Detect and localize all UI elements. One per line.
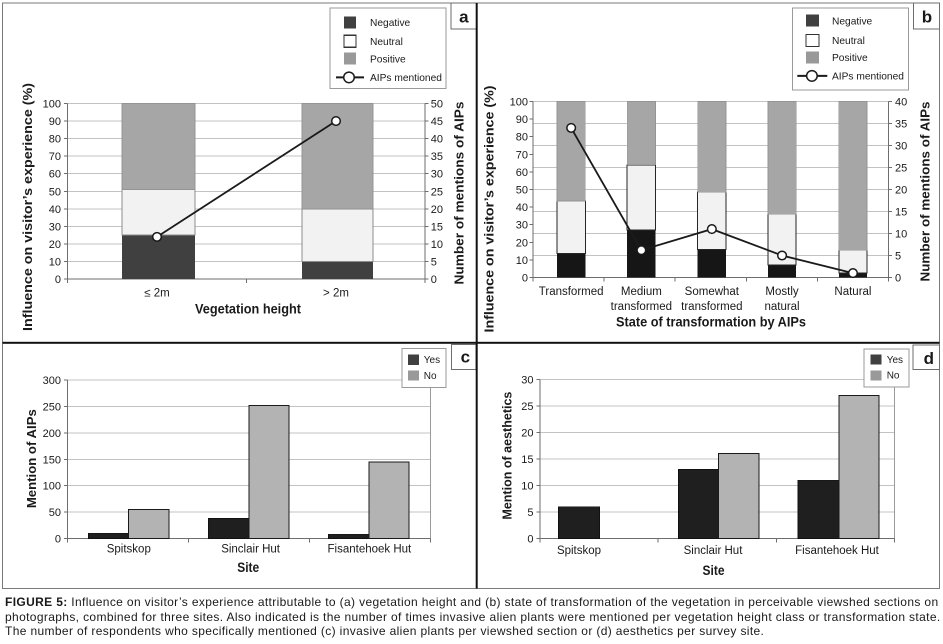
svg-text:50: 50 — [49, 186, 61, 198]
svg-text:Site: Site — [237, 560, 259, 575]
svg-text:0: 0 — [55, 274, 61, 286]
svg-text:No: No — [887, 371, 900, 382]
svg-text:Mention of aesthetics: Mention of aesthetics — [500, 392, 515, 520]
svg-text:Number of mentions of AIPs: Number of mentions of AIPs — [451, 102, 466, 285]
svg-text:0: 0 — [895, 273, 901, 285]
svg-text:5: 5 — [895, 251, 901, 263]
svg-text:30: 30 — [895, 141, 907, 153]
svg-text:10: 10 — [431, 239, 443, 251]
svg-text:90: 90 — [516, 114, 528, 126]
svg-text:40: 40 — [516, 202, 528, 214]
svg-text:Positive: Positive — [832, 53, 868, 64]
svg-text:Neutral: Neutral — [832, 36, 865, 47]
svg-text:50: 50 — [431, 99, 443, 111]
svg-text:Transformed: Transformed — [539, 286, 604, 298]
svg-text:≤ 2m: ≤ 2m — [144, 288, 169, 300]
svg-text:Sinclair Hut: Sinclair Hut — [221, 544, 281, 556]
svg-text:Fisantehoek Hut: Fisantehoek Hut — [795, 545, 880, 557]
svg-text:30: 30 — [516, 220, 528, 232]
svg-text:Influence on visitor’s experie: Influence on visitor’s experience (%) — [20, 83, 35, 331]
svg-text:100: 100 — [43, 481, 61, 493]
svg-text:100: 100 — [510, 97, 528, 109]
svg-text:Negative: Negative — [832, 16, 873, 27]
svg-text:Yes: Yes — [887, 355, 903, 366]
svg-text:35: 35 — [431, 151, 443, 163]
svg-text:0: 0 — [522, 273, 528, 285]
svg-text:Mostly: Mostly — [765, 286, 798, 298]
svg-text:300: 300 — [43, 375, 61, 387]
svg-text:20: 20 — [49, 239, 61, 251]
svg-text:10: 10 — [516, 255, 528, 267]
svg-text:200: 200 — [43, 428, 61, 440]
svg-text:80: 80 — [49, 134, 61, 146]
svg-text:150: 150 — [43, 454, 61, 466]
svg-text:45: 45 — [431, 116, 443, 128]
svg-text:b: b — [922, 8, 932, 27]
svg-text:40: 40 — [49, 204, 61, 216]
svg-text:20: 20 — [895, 185, 907, 197]
svg-text:AIPs mentioned: AIPs mentioned — [832, 72, 904, 83]
svg-text:Yes: Yes — [424, 355, 440, 366]
svg-text:0: 0 — [55, 534, 61, 546]
svg-text:250: 250 — [43, 401, 61, 413]
svg-text:90: 90 — [49, 116, 61, 128]
svg-text:60: 60 — [516, 167, 528, 179]
svg-text:a: a — [459, 7, 469, 26]
svg-text:Spitskop: Spitskop — [557, 545, 601, 557]
svg-text:transformed: transformed — [681, 301, 742, 313]
svg-text:25: 25 — [431, 186, 443, 198]
svg-text:Neutral: Neutral — [370, 37, 403, 48]
svg-text:80: 80 — [516, 132, 528, 144]
svg-text:60: 60 — [49, 169, 61, 181]
svg-text:Sinclair Hut: Sinclair Hut — [684, 545, 744, 557]
svg-text:40: 40 — [431, 134, 443, 146]
svg-text:70: 70 — [49, 151, 61, 163]
svg-text:Vegetation height: Vegetation height — [195, 302, 301, 317]
svg-text:AIPs mentioned: AIPs mentioned — [370, 73, 442, 84]
svg-text:15: 15 — [521, 454, 533, 466]
svg-text:Positive: Positive — [370, 54, 406, 65]
svg-text:25: 25 — [895, 163, 907, 175]
svg-text:Site: Site — [703, 563, 725, 578]
svg-text:100: 100 — [43, 99, 61, 111]
svg-text:25: 25 — [521, 401, 533, 413]
svg-text:Somewhat: Somewhat — [685, 286, 740, 298]
svg-text:10: 10 — [49, 256, 61, 268]
svg-text:15: 15 — [431, 221, 443, 233]
svg-text:20: 20 — [521, 428, 533, 440]
svg-text:d: d — [924, 349, 934, 368]
svg-text:30: 30 — [521, 375, 533, 387]
svg-text:35: 35 — [895, 119, 907, 131]
svg-text:> 2m: > 2m — [323, 288, 349, 300]
svg-text:0: 0 — [431, 274, 437, 286]
svg-text:Fisantehoek Hut: Fisantehoek Hut — [328, 544, 413, 556]
svg-text:Mention of AIPs: Mention of AIPs — [24, 409, 39, 508]
svg-text:No: No — [424, 371, 437, 382]
svg-text:30: 30 — [49, 221, 61, 233]
svg-text:30: 30 — [431, 169, 443, 181]
svg-text:Medium: Medium — [621, 286, 662, 298]
svg-text:70: 70 — [516, 149, 528, 161]
svg-text:10: 10 — [521, 481, 533, 493]
svg-text:5: 5 — [431, 256, 437, 268]
svg-text:Negative: Negative — [370, 18, 411, 29]
svg-text:Influence on visitor’s experie: Influence on visitor’s experience (%) — [481, 86, 496, 333]
svg-text:20: 20 — [431, 204, 443, 216]
svg-text:Spitskop: Spitskop — [107, 544, 151, 556]
svg-text:natural: natural — [764, 301, 799, 313]
svg-text:Natural: Natural — [834, 286, 871, 298]
svg-text:40: 40 — [895, 97, 907, 109]
svg-text:0: 0 — [527, 534, 533, 546]
svg-text:Number of mentions of AIPs: Number of mentions of AIPs — [918, 102, 933, 282]
svg-text:50: 50 — [49, 507, 61, 519]
svg-text:transformed: transformed — [611, 301, 672, 313]
svg-text:20: 20 — [516, 237, 528, 249]
svg-text:5: 5 — [527, 507, 533, 519]
svg-text:15: 15 — [895, 207, 907, 219]
svg-text:50: 50 — [516, 185, 528, 197]
svg-text:10: 10 — [895, 229, 907, 241]
svg-text:State of transformation by AIP: State of transformation by AIPs — [616, 315, 806, 330]
svg-text:c: c — [461, 348, 470, 367]
